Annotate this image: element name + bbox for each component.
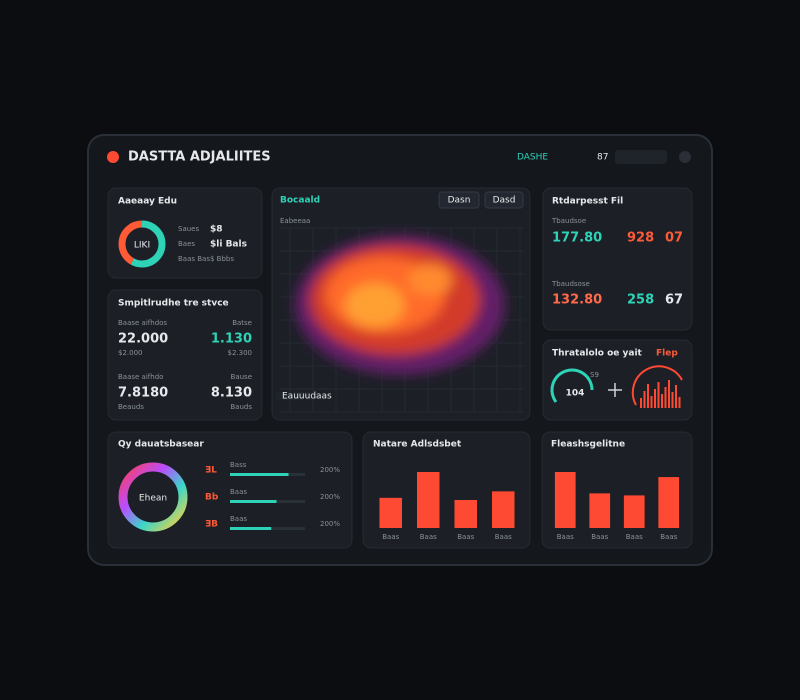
bar (379, 497, 402, 528)
row-label: Saues (178, 225, 199, 233)
panel-title: Aaeaay Edu (118, 197, 177, 207)
progress-bar (230, 527, 272, 530)
row-value: $ Bbbs (210, 255, 234, 263)
stat-value: 8.130 (211, 386, 252, 401)
progress-bar (230, 500, 277, 503)
row-name: Baas (230, 515, 247, 523)
status[interactable]: DASHE (517, 153, 548, 163)
panel (362, 431, 531, 549)
bar-charts: Baas Baas Baas Baas Baas Baas Baas Baas (379, 472, 680, 541)
panel-title: Thratalolo oe yait (552, 349, 643, 359)
metric-label: Tbaudsoe (551, 217, 586, 225)
panel (107, 187, 263, 279)
stat-sub: Beauds (118, 403, 144, 411)
stat-sub: Bauds (230, 403, 252, 411)
button[interactable] (484, 191, 524, 209)
stat-value: 7.8180 (118, 386, 168, 401)
bar (492, 491, 515, 528)
panel-title: Natare Adlsdsbet (373, 440, 462, 450)
panel (541, 431, 693, 549)
bar (554, 472, 576, 528)
panel (542, 187, 693, 331)
row-value: 200% (320, 466, 340, 474)
plus-icon (608, 383, 622, 397)
bar (589, 493, 611, 528)
avatar[interactable] (679, 151, 691, 163)
row-value: 200% (320, 493, 340, 501)
progress-bar (230, 473, 289, 476)
stat-value: 1.130 (211, 332, 252, 347)
button-label[interactable]: Dasd (493, 196, 516, 206)
gauge-arc (631, 365, 683, 406)
search[interactable] (615, 150, 667, 164)
gauge-caption: S9 (590, 371, 599, 379)
stat-label: Bause (231, 373, 252, 381)
heatmap (295, 235, 505, 375)
row-label: ƎL (205, 466, 217, 476)
row-value: $li Bals (210, 240, 247, 250)
donut-label: LIKI (134, 241, 150, 251)
row-label: Bb (205, 493, 219, 503)
bar (623, 495, 645, 528)
stat-value: 22.000 (118, 332, 168, 347)
button-label[interactable]: Dasn (448, 196, 471, 206)
stat-label: Baase aifhdo (118, 373, 163, 381)
x-tick-label: Baas (660, 533, 677, 541)
panel-title: Qy dauatsbasear (118, 440, 204, 450)
panel (107, 289, 263, 421)
app-title: DASTTA ADJALIITES (128, 150, 271, 165)
x-tick-label: Baas (626, 533, 643, 541)
metric-value: 67 (665, 293, 683, 308)
metric-label: Tbaudsose (551, 280, 590, 288)
logo (107, 151, 119, 163)
row-name: Baas (230, 488, 247, 496)
bar (658, 477, 680, 528)
metric-value: 928 (627, 231, 654, 246)
bar (417, 472, 440, 528)
stat-label: Baase aifhdos (118, 319, 167, 327)
ring (118, 462, 188, 532)
spikes (640, 380, 681, 408)
row-label: ƎB (205, 520, 218, 530)
row-value: 200% (320, 520, 340, 528)
x-tick-label: Baas (382, 533, 399, 541)
x-tick-label: Baas (457, 533, 474, 541)
panel-title: Smpitlrudhe tre stvce (118, 299, 229, 309)
panel-title: Rtdarpesst Fil (552, 197, 623, 207)
map-subtitle: Eabeeaa (280, 217, 310, 225)
x-tick-label: Baas (557, 533, 574, 541)
x-tick-label: Baas (591, 533, 608, 541)
x-tick-label: Baas (495, 533, 512, 541)
row-value: $8 (210, 225, 223, 235)
bar (454, 500, 477, 528)
row-label: Baas Bas (178, 255, 210, 263)
metric-value: 177.80 (552, 231, 602, 246)
panel-title: Fleashsgelitne (551, 440, 625, 450)
row-label: Baes (178, 240, 195, 248)
metric-value: 132.80 (552, 293, 602, 308)
gauge-arc (550, 368, 594, 403)
stat-label: Batse (232, 319, 252, 327)
panel-accent: Flep (656, 349, 678, 359)
progress-list: ƎL Bass 200% Bb Baas 200% ƎB Baas 200% (205, 461, 340, 530)
metric-value: 258 (627, 293, 654, 308)
button[interactable] (438, 191, 480, 209)
map-legend (276, 392, 316, 400)
stat-sub: $2.000 (118, 349, 143, 357)
gauge-value: 104 (566, 389, 585, 399)
metric-value: 07 (665, 231, 683, 246)
row-name: Bass (230, 461, 247, 469)
x-tick-label: Baas (420, 533, 437, 541)
panel-title: Bocaald (280, 196, 320, 206)
stat-sub: $2.300 (228, 349, 253, 357)
badge: 87 (597, 153, 608, 163)
map-legend-label: Eauuudaas (282, 392, 332, 402)
ring-label: Ehean (139, 494, 167, 504)
donut-segment (118, 220, 166, 268)
